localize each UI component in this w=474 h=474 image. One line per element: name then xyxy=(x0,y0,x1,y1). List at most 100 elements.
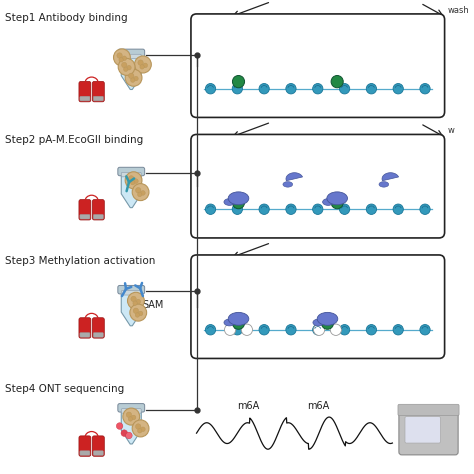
Circle shape xyxy=(313,204,323,214)
Circle shape xyxy=(232,325,243,335)
FancyBboxPatch shape xyxy=(118,49,145,58)
Circle shape xyxy=(339,83,350,94)
FancyBboxPatch shape xyxy=(121,173,141,177)
Circle shape xyxy=(117,53,122,58)
Circle shape xyxy=(366,325,376,335)
Circle shape xyxy=(121,62,127,68)
FancyBboxPatch shape xyxy=(93,214,103,219)
Text: wash: wash xyxy=(447,6,469,15)
Text: Step3 Methylation activation: Step3 Methylation activation xyxy=(5,256,156,266)
Circle shape xyxy=(232,197,245,209)
Circle shape xyxy=(136,188,141,193)
Circle shape xyxy=(132,183,149,201)
Circle shape xyxy=(132,420,149,437)
FancyBboxPatch shape xyxy=(92,200,104,220)
Circle shape xyxy=(143,63,147,68)
Circle shape xyxy=(393,83,403,94)
FancyBboxPatch shape xyxy=(118,167,145,176)
Circle shape xyxy=(126,412,132,418)
Circle shape xyxy=(121,430,128,437)
Circle shape xyxy=(125,172,142,189)
FancyBboxPatch shape xyxy=(191,135,445,238)
Circle shape xyxy=(131,296,136,301)
Circle shape xyxy=(225,324,236,336)
Text: Step4 ONT sequencing: Step4 ONT sequencing xyxy=(5,383,125,393)
Circle shape xyxy=(241,324,253,336)
Ellipse shape xyxy=(228,312,249,325)
Circle shape xyxy=(126,432,132,439)
FancyBboxPatch shape xyxy=(191,255,445,358)
Circle shape xyxy=(286,83,296,94)
Circle shape xyxy=(124,67,128,72)
FancyBboxPatch shape xyxy=(93,96,103,101)
Circle shape xyxy=(331,75,343,88)
Circle shape xyxy=(137,192,142,197)
Ellipse shape xyxy=(224,199,235,205)
Circle shape xyxy=(140,64,144,69)
Circle shape xyxy=(131,415,136,420)
FancyBboxPatch shape xyxy=(405,417,440,443)
Text: m6A: m6A xyxy=(237,401,259,410)
Circle shape xyxy=(366,204,376,214)
Circle shape xyxy=(232,204,243,214)
Text: Step2 pA-M.EcoGII binding: Step2 pA-M.EcoGII binding xyxy=(5,136,144,146)
FancyBboxPatch shape xyxy=(93,451,103,456)
Circle shape xyxy=(259,325,269,335)
Circle shape xyxy=(138,311,143,316)
FancyBboxPatch shape xyxy=(121,291,141,295)
Circle shape xyxy=(130,304,146,321)
Polygon shape xyxy=(121,294,141,326)
Circle shape xyxy=(130,78,135,82)
FancyBboxPatch shape xyxy=(79,318,91,338)
FancyBboxPatch shape xyxy=(80,214,90,219)
Polygon shape xyxy=(121,58,141,90)
Circle shape xyxy=(114,49,130,66)
Circle shape xyxy=(286,325,296,335)
Circle shape xyxy=(232,75,245,88)
Circle shape xyxy=(313,83,323,94)
Circle shape xyxy=(134,76,138,81)
FancyBboxPatch shape xyxy=(398,404,459,416)
Circle shape xyxy=(127,65,131,70)
Circle shape xyxy=(141,427,145,431)
Polygon shape xyxy=(121,176,141,208)
FancyBboxPatch shape xyxy=(80,451,90,456)
Circle shape xyxy=(116,423,123,429)
Circle shape xyxy=(133,308,138,313)
FancyBboxPatch shape xyxy=(79,200,91,220)
Polygon shape xyxy=(382,173,399,181)
Circle shape xyxy=(128,292,144,310)
Text: Step1 Antibody binding: Step1 Antibody binding xyxy=(5,12,128,22)
Circle shape xyxy=(205,204,216,214)
Ellipse shape xyxy=(313,319,324,326)
Circle shape xyxy=(138,60,143,65)
Circle shape xyxy=(232,317,245,329)
Circle shape xyxy=(122,56,127,61)
Circle shape xyxy=(420,204,430,214)
Ellipse shape xyxy=(327,192,347,205)
Circle shape xyxy=(137,428,142,433)
Text: w: w xyxy=(447,127,454,136)
Circle shape xyxy=(135,56,151,73)
FancyBboxPatch shape xyxy=(92,318,104,338)
Circle shape xyxy=(136,300,140,304)
Circle shape xyxy=(393,204,403,214)
Text: SAM: SAM xyxy=(143,300,164,310)
Circle shape xyxy=(118,58,135,75)
FancyBboxPatch shape xyxy=(121,54,141,59)
Circle shape xyxy=(128,417,133,421)
FancyBboxPatch shape xyxy=(93,333,103,337)
Circle shape xyxy=(286,204,296,214)
FancyBboxPatch shape xyxy=(79,82,91,102)
Ellipse shape xyxy=(323,199,334,205)
Circle shape xyxy=(205,325,216,335)
Circle shape xyxy=(123,408,140,425)
FancyBboxPatch shape xyxy=(80,96,90,101)
Circle shape xyxy=(133,301,137,305)
Circle shape xyxy=(259,204,269,214)
Circle shape xyxy=(134,179,138,183)
Circle shape xyxy=(366,83,376,94)
Circle shape xyxy=(321,317,334,329)
FancyBboxPatch shape xyxy=(399,409,458,455)
FancyBboxPatch shape xyxy=(118,403,145,412)
